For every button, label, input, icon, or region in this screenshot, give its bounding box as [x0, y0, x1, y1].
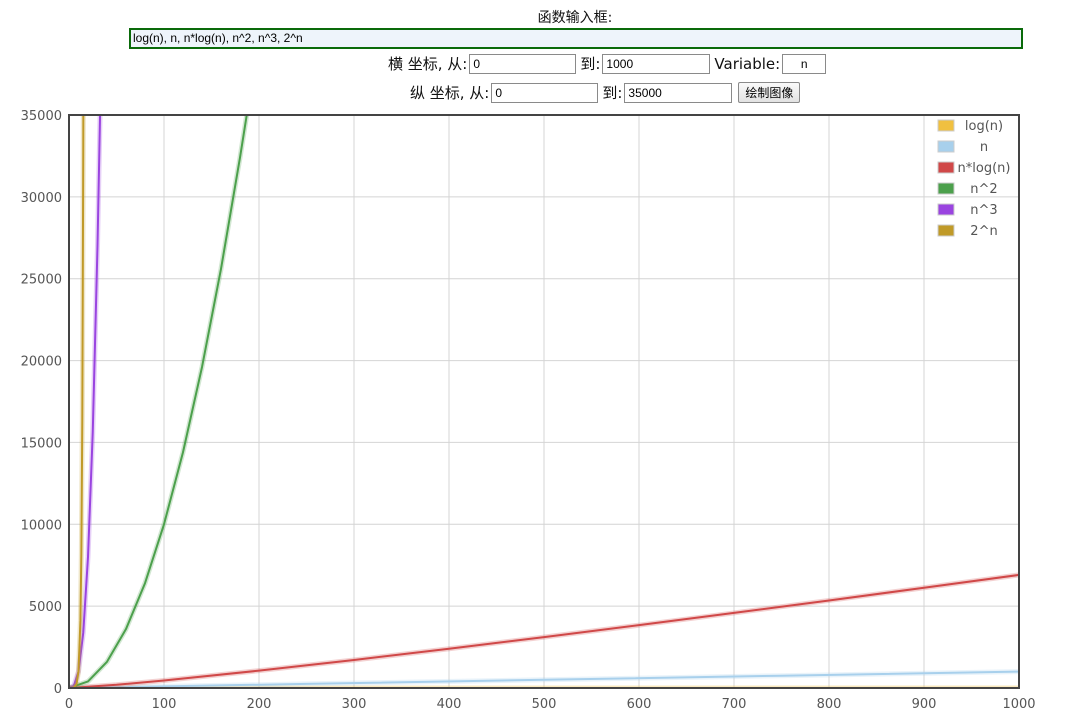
- x-tick-label: 300: [342, 697, 367, 712]
- legend-swatch: [937, 161, 955, 174]
- x-from-input[interactable]: [469, 53, 577, 74]
- series-line-3: [69, 115, 248, 688]
- legend-swatch: [937, 140, 955, 153]
- y-tick-label: 20000: [21, 355, 62, 370]
- plot-frame: [68, 114, 1020, 689]
- legend-swatch: [937, 224, 955, 237]
- legend-label: 2^n: [970, 224, 997, 239]
- y-tick-label: 0: [54, 682, 62, 697]
- variable-input[interactable]: [782, 53, 827, 74]
- series-line-5: [69, 115, 85, 688]
- x-tick-label: 900: [912, 697, 937, 712]
- chart-container: 0 100 200 300 400 500 600 700 800 900 1000 0 5000 100…: [0, 100, 1091, 716]
- y-to-label: 到:: [602, 84, 623, 102]
- variable-label: Variable:: [714, 54, 781, 73]
- y-tick-label: 30000: [21, 191, 62, 206]
- legend-label: n^3: [970, 203, 997, 218]
- y-range-label: 纵 坐标, 从:: [410, 84, 490, 102]
- legend-label: n^2: [970, 182, 997, 197]
- legend-swatch: [937, 182, 955, 195]
- y-tick-label: 10000: [21, 518, 62, 533]
- legend-label: n*log(n): [958, 161, 1011, 176]
- x-tick-label: 500: [532, 697, 557, 712]
- x-to-label: 到:: [580, 55, 601, 73]
- x-range-label: 横 坐标, 从:: [388, 55, 468, 73]
- function-chart[interactable]: 0 100 200 300 400 500 600 700 800 900 100005000100…: [0, 100, 1091, 716]
- y-to-input[interactable]: [624, 82, 733, 103]
- legend-swatch: [937, 119, 955, 132]
- x-range-row: 横 坐标, 从: 到: Variable:: [0, 53, 1091, 74]
- x-to-input[interactable]: [602, 53, 711, 74]
- y-tick-label: 15000: [21, 436, 62, 451]
- x-tick-label: 600: [627, 697, 652, 712]
- legend-label: log(n): [965, 119, 1003, 134]
- x-tick-label: 1000: [1002, 697, 1035, 712]
- function-input[interactable]: [129, 28, 1023, 49]
- draw-plot-button[interactable]: 绘制图像: [738, 82, 801, 103]
- x-tick-label: 700: [722, 697, 747, 712]
- y-tick-label: 25000: [21, 273, 62, 288]
- series-line-4: [69, 115, 102, 688]
- y-tick-label: 5000: [29, 600, 62, 615]
- x-tick-label: 800: [817, 697, 842, 712]
- x-tick-label: 400: [437, 697, 462, 712]
- y-tick-label: 35000: [21, 109, 62, 124]
- function-input-label: 函数输入框:: [537, 10, 613, 26]
- x-tick-label: 0: [65, 697, 73, 712]
- series-line-1: [69, 670, 1019, 688]
- series-line-2: [69, 573, 1019, 688]
- x-tick-label: 100: [152, 697, 177, 712]
- y-from-input[interactable]: [491, 82, 599, 103]
- x-tick-label: 200: [247, 697, 272, 712]
- legend-label: n: [980, 140, 988, 155]
- legend-swatch: [937, 203, 955, 216]
- y-range-row: 纵 坐标, 从: 到: 绘制图像: [0, 82, 1091, 103]
